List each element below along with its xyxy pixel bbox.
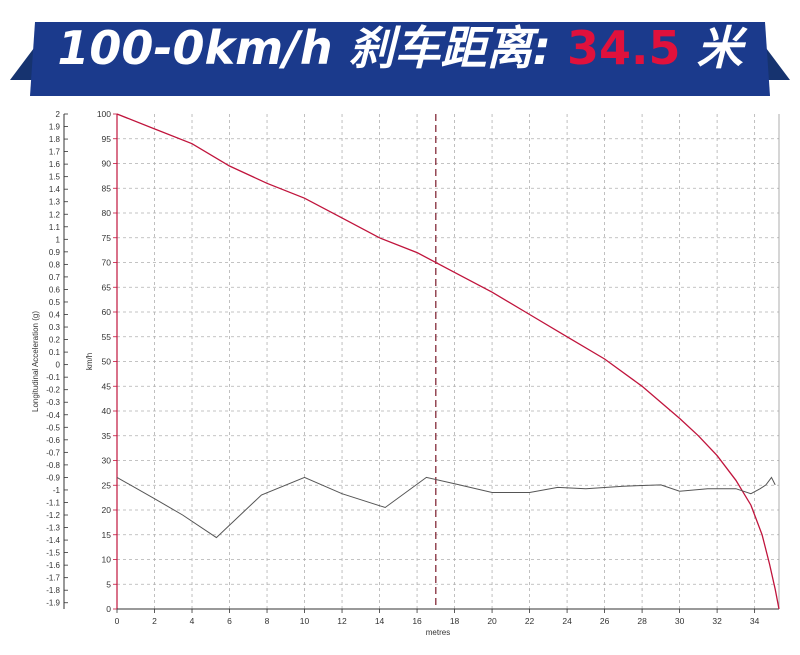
left-tick-label: 0: [56, 361, 61, 370]
speed-tick-label: 25: [102, 480, 112, 490]
x-tick-label: 16: [412, 616, 422, 626]
title-banner: 100-0km/h 刹车距离: 34.5 米: [0, 0, 800, 100]
left-tick-label: -0.9: [46, 473, 60, 482]
speed-tick-label: 45: [102, 381, 112, 391]
left-tick-label: 1.6: [49, 160, 61, 169]
left-tick-label: -1.8: [46, 586, 60, 595]
x-tick-label: 28: [637, 616, 647, 626]
left-tick-label: 1.8: [49, 135, 61, 144]
left-tick-label: -0.5: [46, 423, 60, 432]
left-tick-label: 0.1: [49, 348, 61, 357]
x-tick-label: 30: [675, 616, 685, 626]
left-tick-label: -0.3: [46, 398, 60, 407]
left-tick-label: -1.3: [46, 524, 60, 533]
left-tick-label: -1.1: [46, 498, 60, 507]
speed-tick-label: 35: [102, 431, 112, 441]
speed-tick-label: 60: [102, 307, 112, 317]
left-tick-label: -0.8: [46, 461, 60, 470]
left-tick-label: 1.5: [49, 173, 61, 182]
x-tick-label: 12: [337, 616, 347, 626]
banner-unit: 米: [696, 21, 743, 75]
left-tick-label: -1: [53, 486, 61, 495]
speed-tick-label: 15: [102, 530, 112, 540]
speed-tick-label: 65: [102, 282, 112, 292]
x-tick-label: 8: [265, 616, 270, 626]
speed-tick-label: 5: [106, 579, 111, 589]
x-tick-label: 22: [525, 616, 535, 626]
left-tick-label: 0.3: [49, 323, 61, 332]
speed-tick-label: 70: [102, 258, 112, 268]
acceleration-series-line: [116, 476, 776, 539]
x-tick-label: 2: [152, 616, 157, 626]
x-tick-label: 10: [300, 616, 310, 626]
braking-chart: 2 1.9 1.8 1.7 1.6 1.5 1.4 1.3 1.2 1.1 1 0.9 0.8 0.7 0.…: [31, 109, 780, 637]
speed-tick-label: 100: [97, 109, 111, 119]
left-tick-label: -0.1: [46, 373, 60, 382]
left-tick-label: 1: [56, 235, 61, 244]
left-tick-label: -1.9: [46, 599, 60, 608]
x-tick-label: 34: [750, 616, 760, 626]
speed-series-line: [116, 113, 780, 610]
left-tick-label: 0.4: [49, 311, 61, 320]
right-axis-title: km/h: [85, 353, 94, 370]
left-tick-label: -1.2: [46, 511, 60, 520]
speed-tick-label: 50: [102, 357, 112, 367]
x-tick-label: 32: [712, 616, 722, 626]
left-tick-label: -0.2: [46, 386, 60, 395]
speed-tick-label: 85: [102, 183, 112, 193]
banner-title: 100-0km/h 刹车距离: 34.5 米: [0, 18, 800, 78]
left-tick-label: -1.7: [46, 574, 60, 583]
x-tick-label: 18: [450, 616, 460, 626]
left-tick-label: 0.2: [49, 336, 61, 345]
left-tick-label: 1.4: [49, 185, 61, 194]
left-tick-label: 1.9: [49, 123, 61, 132]
speed-tick-label: 95: [102, 134, 112, 144]
speed-tick-label: 20: [102, 505, 112, 515]
left-tick-label: 1.2: [49, 210, 61, 219]
speed-tick-label: 55: [102, 332, 112, 342]
left-tick-label: 1.7: [49, 148, 61, 157]
x-tick-label: 0: [115, 616, 120, 626]
x-tick-label: 6: [227, 616, 232, 626]
x-tick-label: 14: [375, 616, 385, 626]
left-tick-label: -1.6: [46, 561, 60, 570]
x-tick-label: 24: [562, 616, 572, 626]
x-axis-title: metres: [426, 628, 450, 637]
banner-title-text: 100-0km/h 刹车距离:: [57, 21, 552, 75]
left-tick-label: 1.3: [49, 198, 61, 207]
speed-tick-label: 90: [102, 159, 112, 169]
banner-background: [10, 22, 790, 96]
speed-tick-label: 0: [106, 604, 111, 614]
speed-tick-label: 80: [102, 208, 112, 218]
left-tick-label: 0.7: [49, 273, 61, 282]
speed-tick-label: 30: [102, 456, 112, 466]
left-tick-label: -1.5: [46, 549, 60, 558]
speed-tick-label: 10: [102, 555, 112, 565]
left-axis-title: Longitudinal Acceleration (g): [31, 311, 40, 412]
braking-distance-value: 34.5: [567, 21, 681, 75]
speed-tick-label: 75: [102, 233, 112, 243]
left-tick-label: 2: [56, 110, 61, 119]
x-tick-label: 20: [487, 616, 497, 626]
left-tick-label: 0.5: [49, 298, 61, 307]
left-tick-label: 0.6: [49, 285, 61, 294]
left-tick-label: -0.6: [46, 436, 60, 445]
left-tick-label: -1.4: [46, 536, 60, 545]
left-tick-label: -0.7: [46, 448, 60, 457]
speed-tick-label: 40: [102, 406, 112, 416]
x-tick-label: 4: [190, 616, 195, 626]
left-tick-label: 0.8: [49, 260, 61, 269]
left-tick-label: 0.9: [49, 248, 61, 257]
left-tick-label: 1.1: [49, 223, 61, 232]
x-tick-label: 26: [600, 616, 610, 626]
left-tick-label: -0.4: [46, 411, 60, 420]
